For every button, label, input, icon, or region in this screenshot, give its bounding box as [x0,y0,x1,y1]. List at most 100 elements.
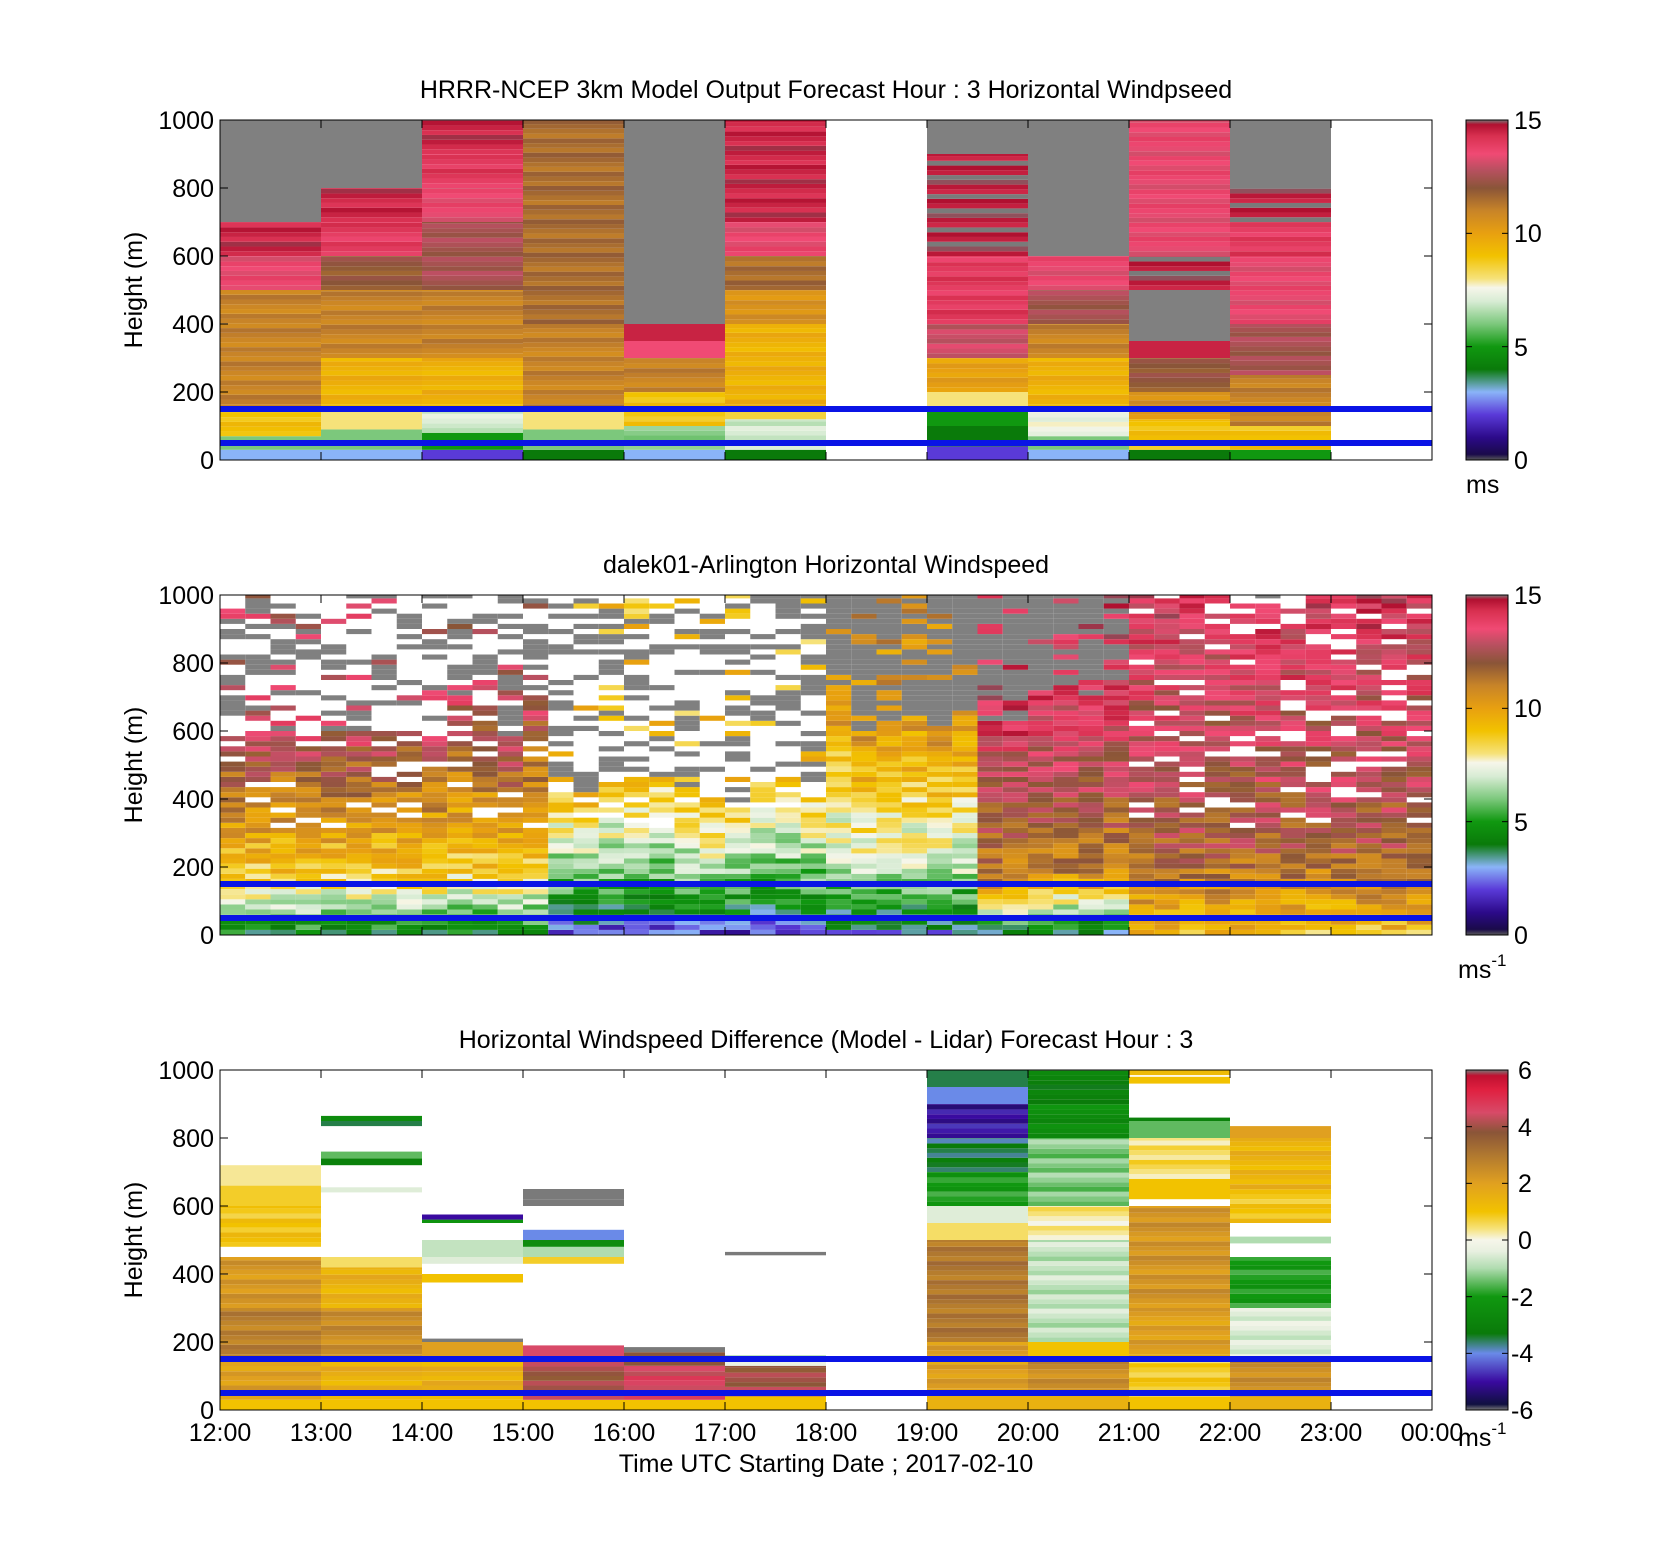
heatmap-cell [927,241,1028,247]
heatmap-cell [876,741,902,747]
heatmap-cell [624,618,650,624]
heatmap-cell [1078,705,1104,711]
heatmap-cell [422,919,448,925]
heatmap-cell [1204,782,1230,788]
heatmap-cell [422,149,523,154]
heatmap-cell [523,361,624,367]
heatmap-cell [1154,838,1180,844]
heatmap-cell [851,649,877,655]
heatmap-cell [1204,792,1230,798]
heatmap-cell [497,736,523,742]
heatmap-cell [548,827,574,833]
heatmap-cell [775,827,801,833]
heatmap-cell [1053,720,1079,726]
heatmap-cell [1002,654,1028,660]
heatmap-cell [220,1288,321,1294]
heatmap-cell [1179,843,1205,849]
heatmap-cell [1230,787,1256,793]
heatmap-cell [1331,807,1357,813]
heatmap-cell [1230,680,1256,686]
heatmap-cell [1103,664,1129,670]
heatmap-cell [321,429,422,450]
heatmap-cell [624,358,725,364]
heatmap-cell [548,843,574,849]
heatmap-cell [927,613,953,619]
heatmap-cell [826,634,852,640]
heatmap-cell [523,195,624,201]
heatmap-cell [952,838,978,844]
heatmap-cell [1331,843,1357,849]
heatmap-cell [422,782,448,788]
heatmap-cell [977,664,1003,670]
heatmap-cell [826,766,852,772]
heatmap-cell [220,1237,321,1243]
heatmap-cell [523,266,624,272]
heatmap-cell [1230,1199,1331,1204]
heatmap-cell [977,705,1003,711]
heatmap-cell [1154,715,1180,721]
heatmap-cell [1406,710,1432,716]
heatmap-cell [1129,290,1230,341]
heatmap-cell [321,375,422,381]
heatmap-cell [1179,731,1205,737]
heatmap-cell [548,629,574,635]
heatmap-cell [371,909,397,915]
heatmap-cell [220,366,321,371]
heatmap-cell [1002,618,1028,624]
heatmap-cell [851,680,877,686]
heatmap-cell [321,338,422,344]
heatmap-cell [851,736,877,742]
heatmap-cell [977,873,1003,879]
heatmap-cell [1154,741,1180,747]
heatmap-cell [1356,776,1382,782]
heatmap-cell [1255,736,1281,742]
heatmap-cell [1230,1141,1331,1147]
heatmap-cell [598,787,624,793]
heatmap-cell [1028,858,1054,864]
heatmap-cell [321,198,422,203]
heatmap-cell [295,802,321,808]
heatmap-cell [396,680,422,686]
heatmap-cell [1305,669,1331,675]
heatmap-cell [1028,654,1054,660]
heatmap-cell [851,827,877,833]
heatmap-cell [220,294,321,300]
heatmap-cell [674,644,700,650]
heatmap-cell [396,899,422,905]
heatmap-cell [826,680,852,686]
heatmap-cell [371,776,397,782]
heatmap-cell [826,608,852,614]
heatmap-cell [422,348,523,354]
heatmap-cell [1078,690,1104,696]
heatmap-cell [1129,1330,1230,1336]
heatmap-cell [548,817,574,823]
heatmap-cell [624,387,725,392]
heatmap-cell [270,649,296,655]
heatmap-cell [371,863,397,869]
heatmap-cell [1103,603,1129,609]
heatmap-cell [270,756,296,762]
heatmap-cell [1129,1396,1230,1410]
heatmap-cell [245,853,271,859]
heatmap-cell [1230,198,1331,203]
heatmap-cell [422,413,523,419]
heatmap-cell [1255,771,1281,777]
heatmap-cell [1028,812,1054,818]
heatmap-cell [1154,929,1180,935]
heatmap-cell [472,792,498,798]
panel-lidar: dalek01-Arlington Horizontal Windspeed 0… [120,551,1542,984]
heatmap-cell [901,761,927,767]
heatmap-cell [1255,695,1281,701]
heatmap-cell [699,868,725,874]
heatmap-cell [321,924,347,930]
heatmap-cell [321,1325,422,1331]
heatmap-cell [927,1275,1028,1281]
heatmap-cell [447,685,473,691]
heatmap-cell [674,899,700,905]
heatmap-cell [927,324,1028,325]
heatmap-cell [573,705,599,711]
heatmap-cell [295,746,321,752]
heatmap-cell [725,649,751,655]
heatmap-cell [1002,720,1028,726]
heatmap-cell [220,261,321,267]
